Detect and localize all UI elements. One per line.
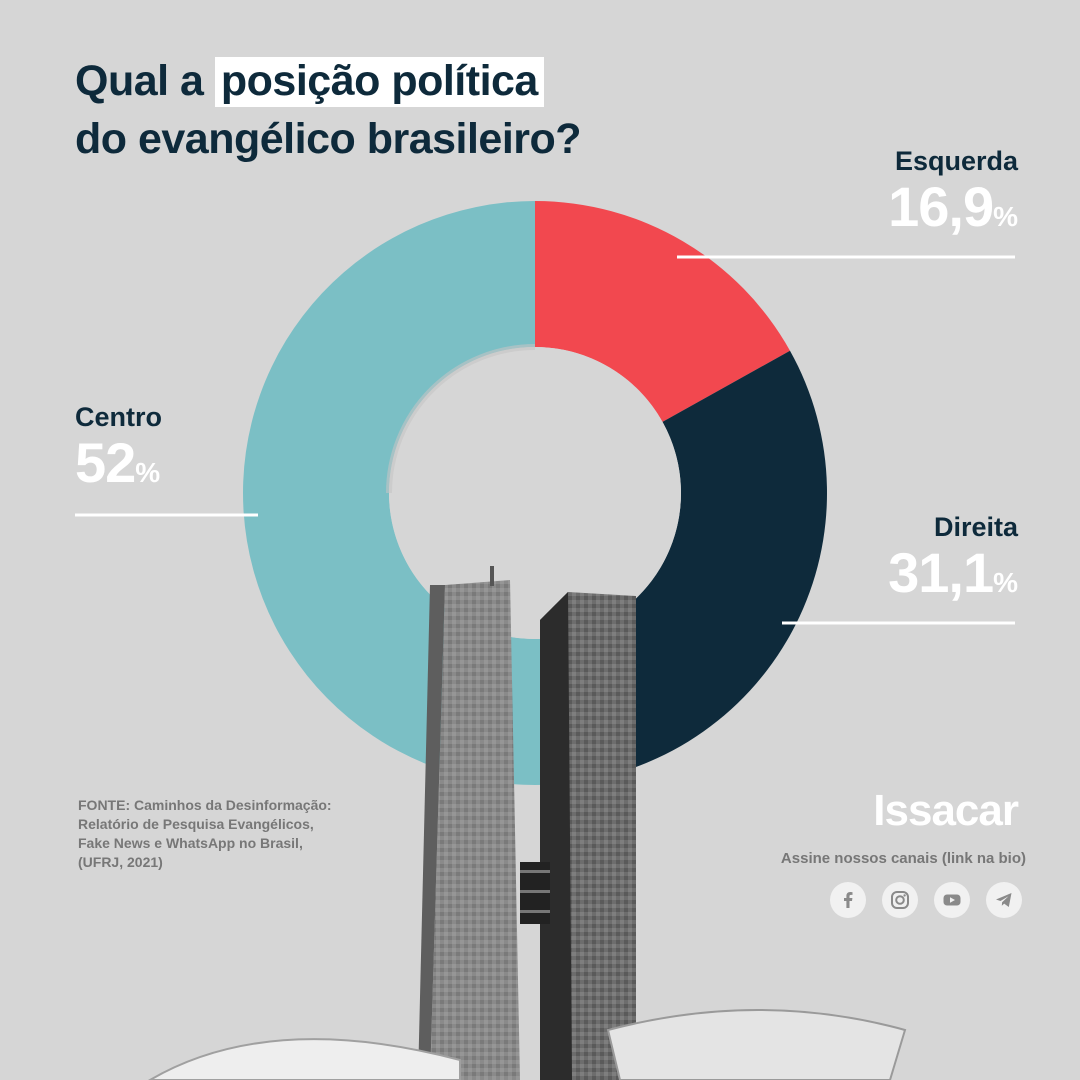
- telegram-icon: [996, 893, 1012, 907]
- youtube-icon: [943, 894, 961, 906]
- source-line-2: Relatório de Pesquisa Evangélicos,: [78, 816, 314, 832]
- source-citation: FONTE: Caminhos da Desinformação: Relató…: [78, 796, 358, 872]
- label-centro: Centro 52%: [75, 402, 162, 503]
- label-esquerda: Esquerda 16,9%: [888, 146, 1018, 247]
- brand-name: Issacar: [873, 786, 1019, 835]
- title-line1-prefix: Qual a: [75, 57, 215, 105]
- source-line-1: FONTE: Caminhos da Desinformação:: [78, 797, 332, 813]
- title-line2: do evangélico brasileiro?: [75, 115, 582, 163]
- congress-building-illustration: [148, 566, 907, 1080]
- title-highlight: posição política: [214, 57, 544, 107]
- facebook-icon: [844, 892, 853, 908]
- instagram-link[interactable]: [882, 882, 918, 918]
- donut-hole: [389, 347, 681, 639]
- social-links: [830, 882, 1022, 918]
- subscribe-tagline: Assine nossos canais (link na bio): [780, 850, 1026, 867]
- slice-esquerda: [535, 201, 790, 422]
- label-direita: Direita 31,1%: [888, 512, 1018, 613]
- page-title: Qual a posição política do evangélico br…: [75, 52, 582, 168]
- centro-percent-sign: %: [135, 457, 161, 488]
- facebook-link[interactable]: [830, 882, 866, 918]
- esquerda-name: Esquerda: [894, 146, 1018, 176]
- youtube-link[interactable]: [934, 882, 970, 918]
- direita-percent-sign: %: [993, 567, 1018, 598]
- centro-value: 52%: [75, 433, 162, 503]
- direita-value-number: 31,1: [888, 541, 994, 604]
- direita-name: Direita: [933, 512, 1018, 542]
- esquerda-percent-sign: %: [993, 201, 1018, 232]
- esquerda-value: 16,9%: [888, 177, 1018, 247]
- source-line-3: Fake News e WhatsApp no Brasil,: [78, 835, 303, 851]
- donut-hole-shadow: [386, 344, 536, 494]
- instagram-icon: [891, 891, 909, 909]
- direita-value: 31,1%: [888, 543, 1018, 613]
- esquerda-value-number: 16,9: [888, 175, 994, 238]
- centro-name: Centro: [75, 402, 162, 432]
- source-line-4: (UFRJ, 2021): [78, 854, 163, 870]
- centro-value-number: 52: [75, 431, 136, 494]
- telegram-link[interactable]: [986, 882, 1022, 918]
